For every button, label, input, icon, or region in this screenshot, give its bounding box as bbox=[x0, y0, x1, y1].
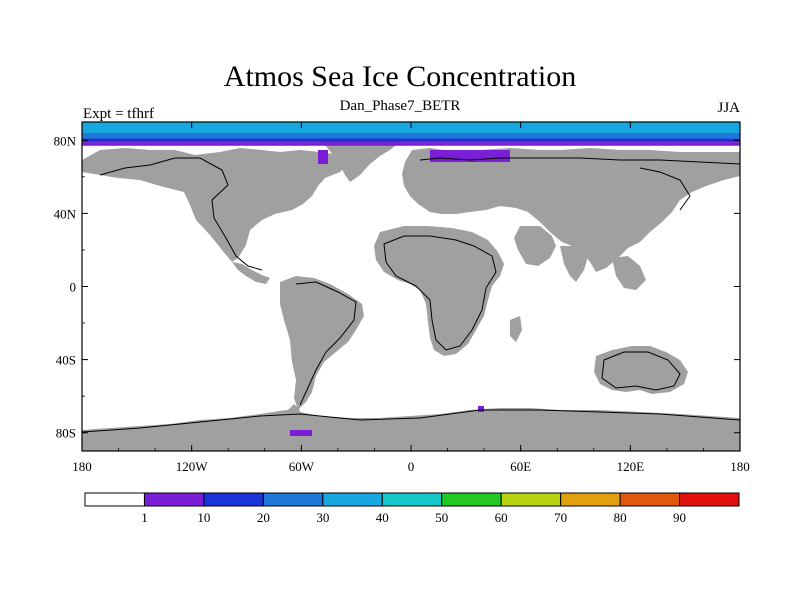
land-north-america bbox=[82, 148, 352, 262]
x-tick-label: 180 bbox=[730, 459, 750, 474]
colorbar-label: 70 bbox=[554, 510, 567, 525]
ice-band-2 bbox=[82, 138, 740, 143]
x-axis: 180 120W 60W 0 60E 120E 180 bbox=[72, 122, 750, 474]
colorbar-box bbox=[381, 492, 443, 507]
coastline-north-america bbox=[99, 157, 263, 271]
land-antarctica bbox=[82, 408, 740, 451]
x-tick-label: 60E bbox=[510, 459, 531, 474]
y-axis: 80N 40N 0 40S 80S bbox=[54, 133, 740, 441]
colorbar-box bbox=[84, 492, 145, 507]
x-tick-label: 120E bbox=[617, 459, 645, 474]
land-india bbox=[560, 246, 588, 282]
chart-subtitle: Dan_Phase7_BETR bbox=[339, 98, 461, 114]
coastlines bbox=[81, 157, 741, 433]
land-central-america bbox=[232, 262, 270, 284]
season-label: JJA bbox=[717, 100, 740, 116]
colorbar-box bbox=[619, 492, 681, 507]
coastline-australia bbox=[601, 351, 681, 391]
land-madagascar bbox=[510, 316, 522, 342]
x-tick-label: 120W bbox=[176, 459, 209, 474]
coastline-africa bbox=[383, 235, 497, 351]
land-antarctic-peninsula bbox=[282, 404, 300, 428]
colorbar-box bbox=[560, 492, 621, 507]
land-south-america bbox=[280, 276, 364, 410]
y-tick-label: 80S bbox=[56, 426, 76, 441]
coastline-east-asia bbox=[639, 167, 691, 211]
x-tick-label: 180 bbox=[72, 459, 92, 474]
y-tick-label: 80N bbox=[54, 133, 77, 148]
colorbar-label: 80 bbox=[614, 510, 627, 525]
land-southeast-asia bbox=[612, 256, 646, 290]
coastline-south-america bbox=[295, 281, 357, 406]
y-tick-label: 0 bbox=[70, 280, 77, 295]
land-arabia bbox=[514, 226, 556, 266]
colorbar-box bbox=[500, 492, 562, 507]
experiment-label: Expt = tfhrf bbox=[83, 106, 154, 122]
colorbar-box bbox=[262, 492, 324, 507]
colorbar: 1 10 20 30 40 50 60 70 80 90 bbox=[84, 492, 740, 525]
ice-patch-baffin bbox=[318, 150, 328, 164]
coastline-antarctica bbox=[81, 409, 741, 433]
colorbar-box bbox=[143, 492, 205, 507]
colorbar-label: 20 bbox=[257, 510, 270, 525]
colorbar-label: 50 bbox=[435, 510, 448, 525]
ice-patch-weddell bbox=[290, 430, 312, 436]
colorbar-label: 10 bbox=[197, 510, 210, 525]
colorbar-box bbox=[322, 492, 383, 507]
colorbar-label: 1 bbox=[141, 510, 148, 525]
map-area bbox=[81, 121, 741, 452]
land-australia bbox=[594, 346, 688, 394]
x-tick-label: 0 bbox=[408, 459, 415, 474]
y-tick-label: 40N bbox=[54, 206, 77, 221]
colorbar-box bbox=[679, 492, 740, 507]
chart-title: Atmos Sea Ice Concentration bbox=[223, 60, 577, 93]
colorbar-label: 90 bbox=[673, 510, 686, 525]
coastline-eurasia-north bbox=[419, 157, 741, 165]
colorbar-box bbox=[441, 492, 502, 507]
land-mask bbox=[82, 128, 740, 451]
ice-band-1 bbox=[82, 132, 740, 139]
ice-patch-antarctic bbox=[478, 406, 484, 412]
colorbar-box bbox=[203, 492, 264, 507]
ice-band-3 bbox=[82, 142, 740, 146]
x-tick-label: 60W bbox=[289, 459, 315, 474]
colorbar-label: 60 bbox=[495, 510, 508, 525]
y-tick-label: 40S bbox=[56, 353, 76, 368]
land-africa bbox=[374, 226, 504, 356]
land-eurasia bbox=[402, 148, 740, 272]
colorbar-label: 40 bbox=[376, 510, 389, 525]
colorbar-label: 30 bbox=[316, 510, 329, 525]
